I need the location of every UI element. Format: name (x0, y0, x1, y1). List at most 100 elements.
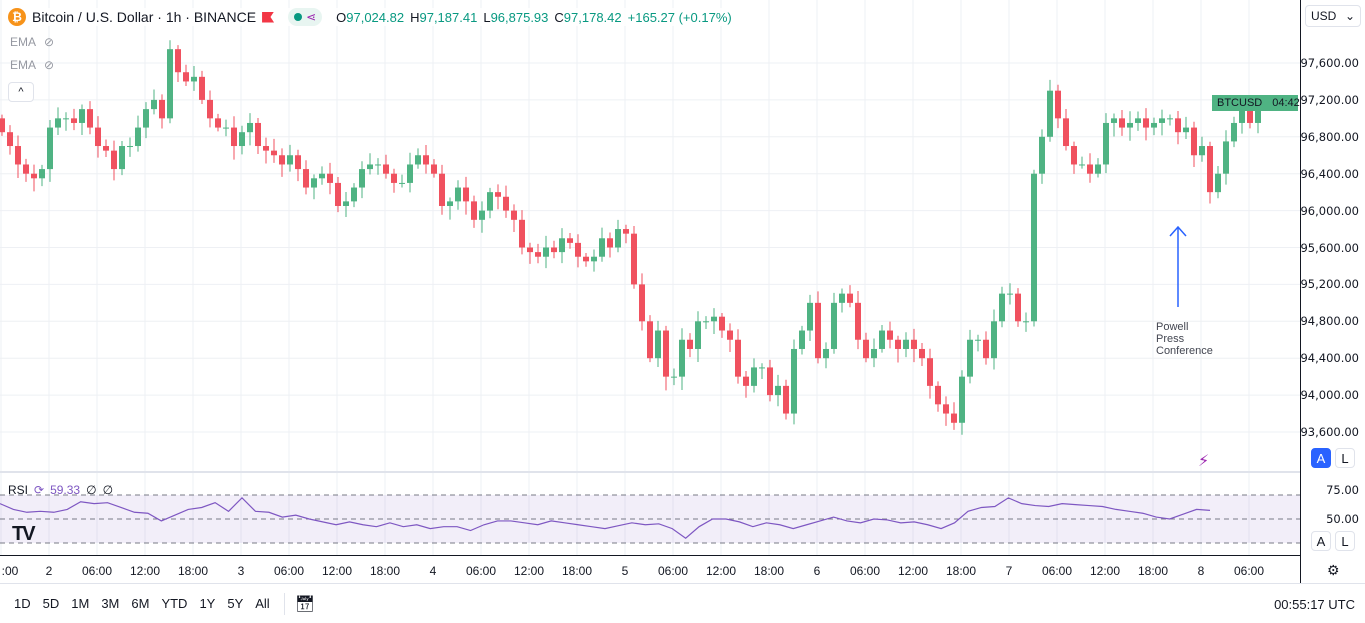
time-axis-label: 18:00 (177, 564, 209, 578)
candle-down (919, 348, 925, 359)
goto-date-icon[interactable]: 📅︎ (294, 595, 316, 613)
ema-indicator-2[interactable]: EMA ⊘ (10, 58, 55, 72)
candle-up (247, 122, 253, 133)
price-chart[interactable] (0, 0, 1300, 555)
price-axis-label: 97,200.00 (1300, 92, 1359, 107)
range-button-5d[interactable]: 5D (42, 596, 60, 611)
candle-up (191, 76, 197, 82)
price-axis[interactable]: USD ⌄ 97,600.00 97,200.00 96,800.00 96,400.0… (1300, 0, 1365, 583)
range-button-5y[interactable]: 5Y (227, 596, 244, 611)
candle-down (111, 150, 117, 170)
time-axis-label: 3 (237, 564, 245, 578)
rsi-legend: RSI ⟳ 59.33 ∅ ∅ (8, 483, 114, 497)
candle-up (39, 169, 45, 179)
candle-up (343, 201, 349, 206)
symbol-title[interactable]: Bitcoin / U.S. Dollar · 1h · BINANCE (32, 9, 257, 25)
candle-up (311, 178, 317, 188)
log-scale-button[interactable]: L (1335, 448, 1355, 468)
candle-down (535, 252, 541, 257)
candle-up (1111, 118, 1117, 123)
candle-up (399, 182, 405, 184)
candle-down (647, 321, 653, 359)
settings-icon[interactable]: ⚙ (1327, 562, 1340, 578)
range-button-3m[interactable]: 3M (101, 596, 120, 611)
candle-down (335, 182, 341, 206)
candle-down (1071, 146, 1077, 165)
range-button-1m[interactable]: 1M (71, 596, 90, 611)
candle-down (519, 219, 525, 248)
lightning-icon[interactable]: ⚡︎ (1198, 453, 1210, 470)
candle-up (1255, 109, 1261, 123)
candle-up (1135, 118, 1141, 123)
candle-up (1047, 90, 1053, 137)
time-axis-label: 5 (621, 564, 629, 578)
auto-scale-button[interactable]: A (1311, 448, 1331, 468)
candle-down (855, 302, 861, 340)
candle-up (1151, 122, 1157, 128)
candle-down (895, 339, 901, 349)
hidden-eye-icon[interactable]: ⊘ (44, 58, 55, 72)
range-button-ytd[interactable]: YTD (161, 596, 188, 611)
candle-up (711, 316, 717, 322)
market-status-pill[interactable]: ⋖ (288, 8, 323, 26)
candle-up (975, 339, 981, 341)
range-button-1y[interactable]: 1Y (199, 596, 216, 611)
price-axis-label: 96,000.00 (1300, 203, 1359, 218)
range-button-all[interactable]: All (255, 596, 270, 611)
rsi-auto-scale-button[interactable]: A (1311, 531, 1331, 551)
refresh-icon[interactable]: ⟳ (34, 483, 45, 497)
candle-down (887, 330, 893, 340)
currency-select[interactable]: USD ⌄ (1305, 5, 1361, 27)
candle-down (295, 155, 301, 170)
candle-up (143, 109, 149, 128)
candle-up (223, 127, 229, 129)
clock[interactable]: 00:55:17 UTC (1274, 597, 1355, 612)
candle-down (15, 146, 21, 165)
candle-up (1095, 164, 1101, 174)
time-axis[interactable]: :00 2 06:00 12:00 18:00 3 06:00 12:00 18:00 4 06:0… (0, 555, 1300, 583)
candle-down (1015, 293, 1021, 322)
chart-annotation[interactable]: Powell Press Conference (1156, 321, 1213, 357)
candle-down (607, 238, 613, 248)
ema-indicator-1[interactable]: EMA ⊘ (10, 35, 55, 49)
candle-up (903, 339, 909, 349)
candle-down (943, 404, 949, 414)
candle-down (1063, 118, 1069, 147)
candle-up (1023, 321, 1029, 323)
rsi-axis-label: 50.00 (1326, 512, 1359, 526)
candle-down (623, 229, 629, 234)
candle-down (767, 367, 773, 396)
hidden-eye-icon[interactable]: ⊘ (44, 35, 55, 49)
range-button-1d[interactable]: 1D (14, 596, 31, 611)
candle-down (815, 302, 821, 359)
time-axis-label: 06:00 (273, 564, 305, 578)
candle-up (487, 192, 493, 211)
candle-down (207, 99, 213, 119)
candle-down (687, 339, 693, 349)
candle-up (967, 339, 973, 377)
candle-down (719, 316, 725, 331)
candle-down (215, 118, 221, 128)
candle-down (303, 169, 309, 188)
candle-down (271, 150, 277, 156)
price-tag: BTCUSD 04:42 (1212, 95, 1300, 111)
flag-icon[interactable] (262, 11, 275, 23)
candle-up (799, 330, 805, 349)
time-axis-label: 6 (813, 564, 821, 578)
candle-up (1215, 173, 1221, 193)
collapse-legend-button[interactable]: ^ (8, 82, 34, 102)
candle-up (415, 155, 421, 165)
candle-up (823, 348, 829, 359)
candle-down (727, 330, 733, 340)
candle-up (999, 293, 1005, 322)
time-axis-label: 12:00 (1089, 564, 1121, 578)
ohlc-values: O97,024.82 H97,187.41 L96,875.93 C97,178… (336, 9, 732, 25)
candle-down (527, 247, 533, 253)
candle-down (1143, 118, 1149, 128)
time-axis-label: 18:00 (753, 564, 785, 578)
range-button-6m[interactable]: 6M (131, 596, 150, 611)
candle-down (103, 146, 109, 151)
rsi-log-scale-button[interactable]: L (1335, 531, 1355, 551)
candle-down (1055, 90, 1061, 119)
candle-up (1223, 141, 1229, 174)
